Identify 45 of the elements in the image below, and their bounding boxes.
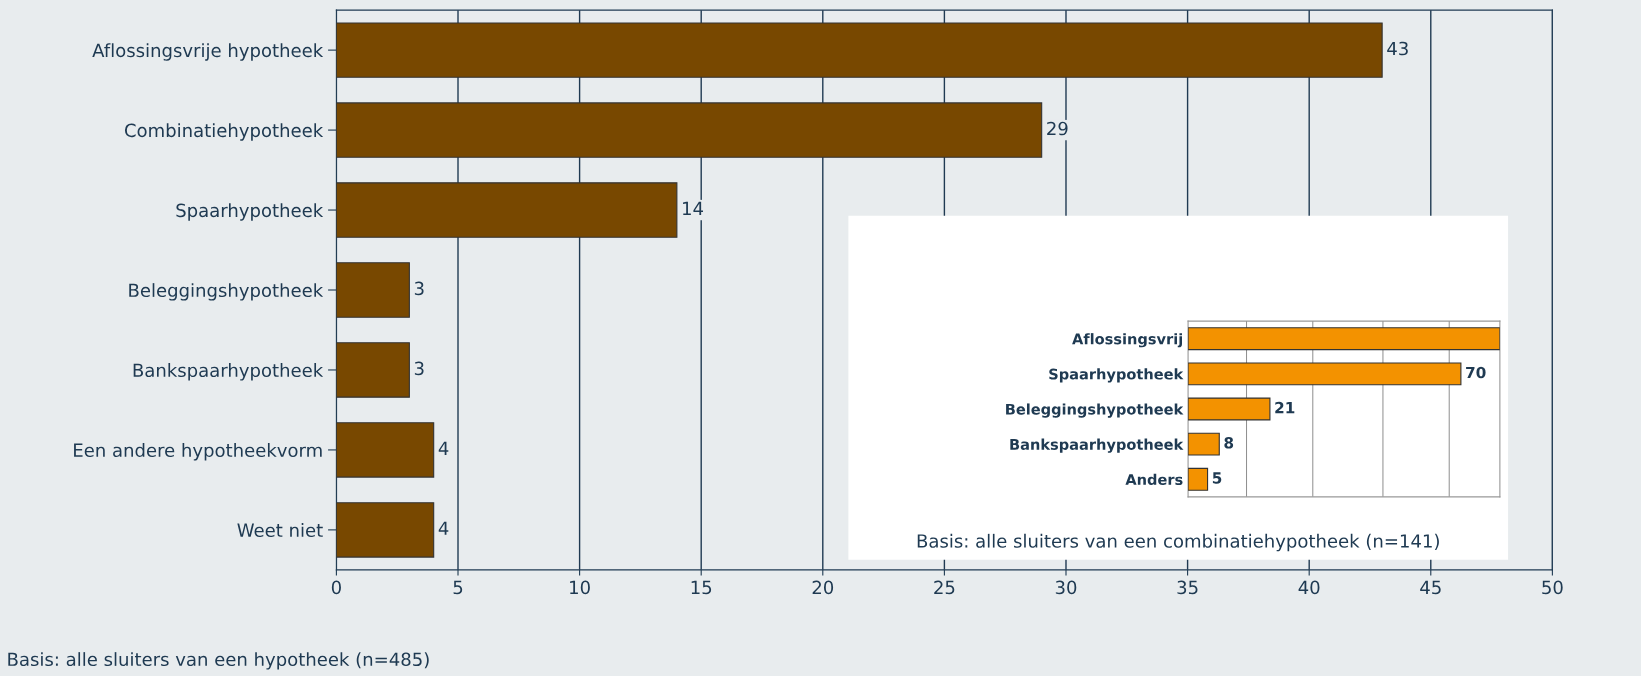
x-tick-label: 0 [331, 580, 341, 595]
bar [336, 182, 678, 238]
y-tick-label: Spaarhypotheek [1049, 368, 1184, 383]
y-tick-label: Anders [1125, 473, 1183, 486]
data-label: 3 [414, 281, 424, 296]
y-tick-label: Bankspaarhypotheek [1010, 438, 1184, 453]
x-tick-label: 5 [453, 580, 463, 595]
y-tick-label: Beleggingshypotheek [129, 283, 324, 301]
bar [336, 502, 435, 558]
x-tick-label: 50 [1542, 580, 1563, 595]
y-tick-label: Combinatiehypotheek [124, 123, 324, 141]
data-label: 3 [414, 361, 424, 376]
x-tick-label: 40 [1298, 580, 1320, 595]
x-tick-label: 20 [812, 580, 834, 595]
x-tick-label: 10 [570, 580, 590, 595]
x-tick-label: 25 [934, 580, 955, 595]
data-label: 43 [1387, 41, 1408, 56]
data-label: 29 [1047, 121, 1068, 136]
text: Basis: alle sluiters van een hypotheek (n=485) [8, 652, 429, 670]
bar [336, 262, 410, 318]
y-tick-label: Spaarhypotheek [176, 203, 324, 221]
x-tick-label: 45 [1420, 580, 1441, 595]
bar [1188, 327, 1500, 351]
y-tick-label: Weet niet [237, 523, 323, 537]
data-label: 4 [438, 521, 449, 535]
data-label: 70 [1466, 366, 1486, 379]
y-tick-label: Beleggingshypotheek [1006, 403, 1184, 418]
y-tick-label: Bankspaarhypotheek [133, 363, 324, 381]
bar [336, 102, 1043, 158]
x-tick-label: 15 [691, 580, 712, 595]
y-tick-label: Een andere hypotheekvorm [74, 443, 322, 461]
y-tick-label: Aflossingsvrije hypotheek [92, 43, 324, 61]
data-label: 8 [1224, 437, 1234, 449]
data-label: 5 [1212, 472, 1222, 484]
bar [336, 422, 435, 478]
y-tick-label: Aflossingsvrij [1072, 333, 1182, 348]
data-label: 14 [683, 201, 704, 216]
x-tick-label: 30 [1055, 580, 1077, 595]
data-label: 21 [1275, 401, 1295, 414]
bar [336, 342, 410, 398]
data-label: 4 [438, 441, 449, 455]
annotation: Basis: alle sluiters van een combinatiehypotheek (n=141) [917, 533, 1439, 552]
bar [1188, 432, 1220, 456]
bar [336, 22, 1383, 78]
x-tick-label: 35 [1177, 580, 1198, 595]
